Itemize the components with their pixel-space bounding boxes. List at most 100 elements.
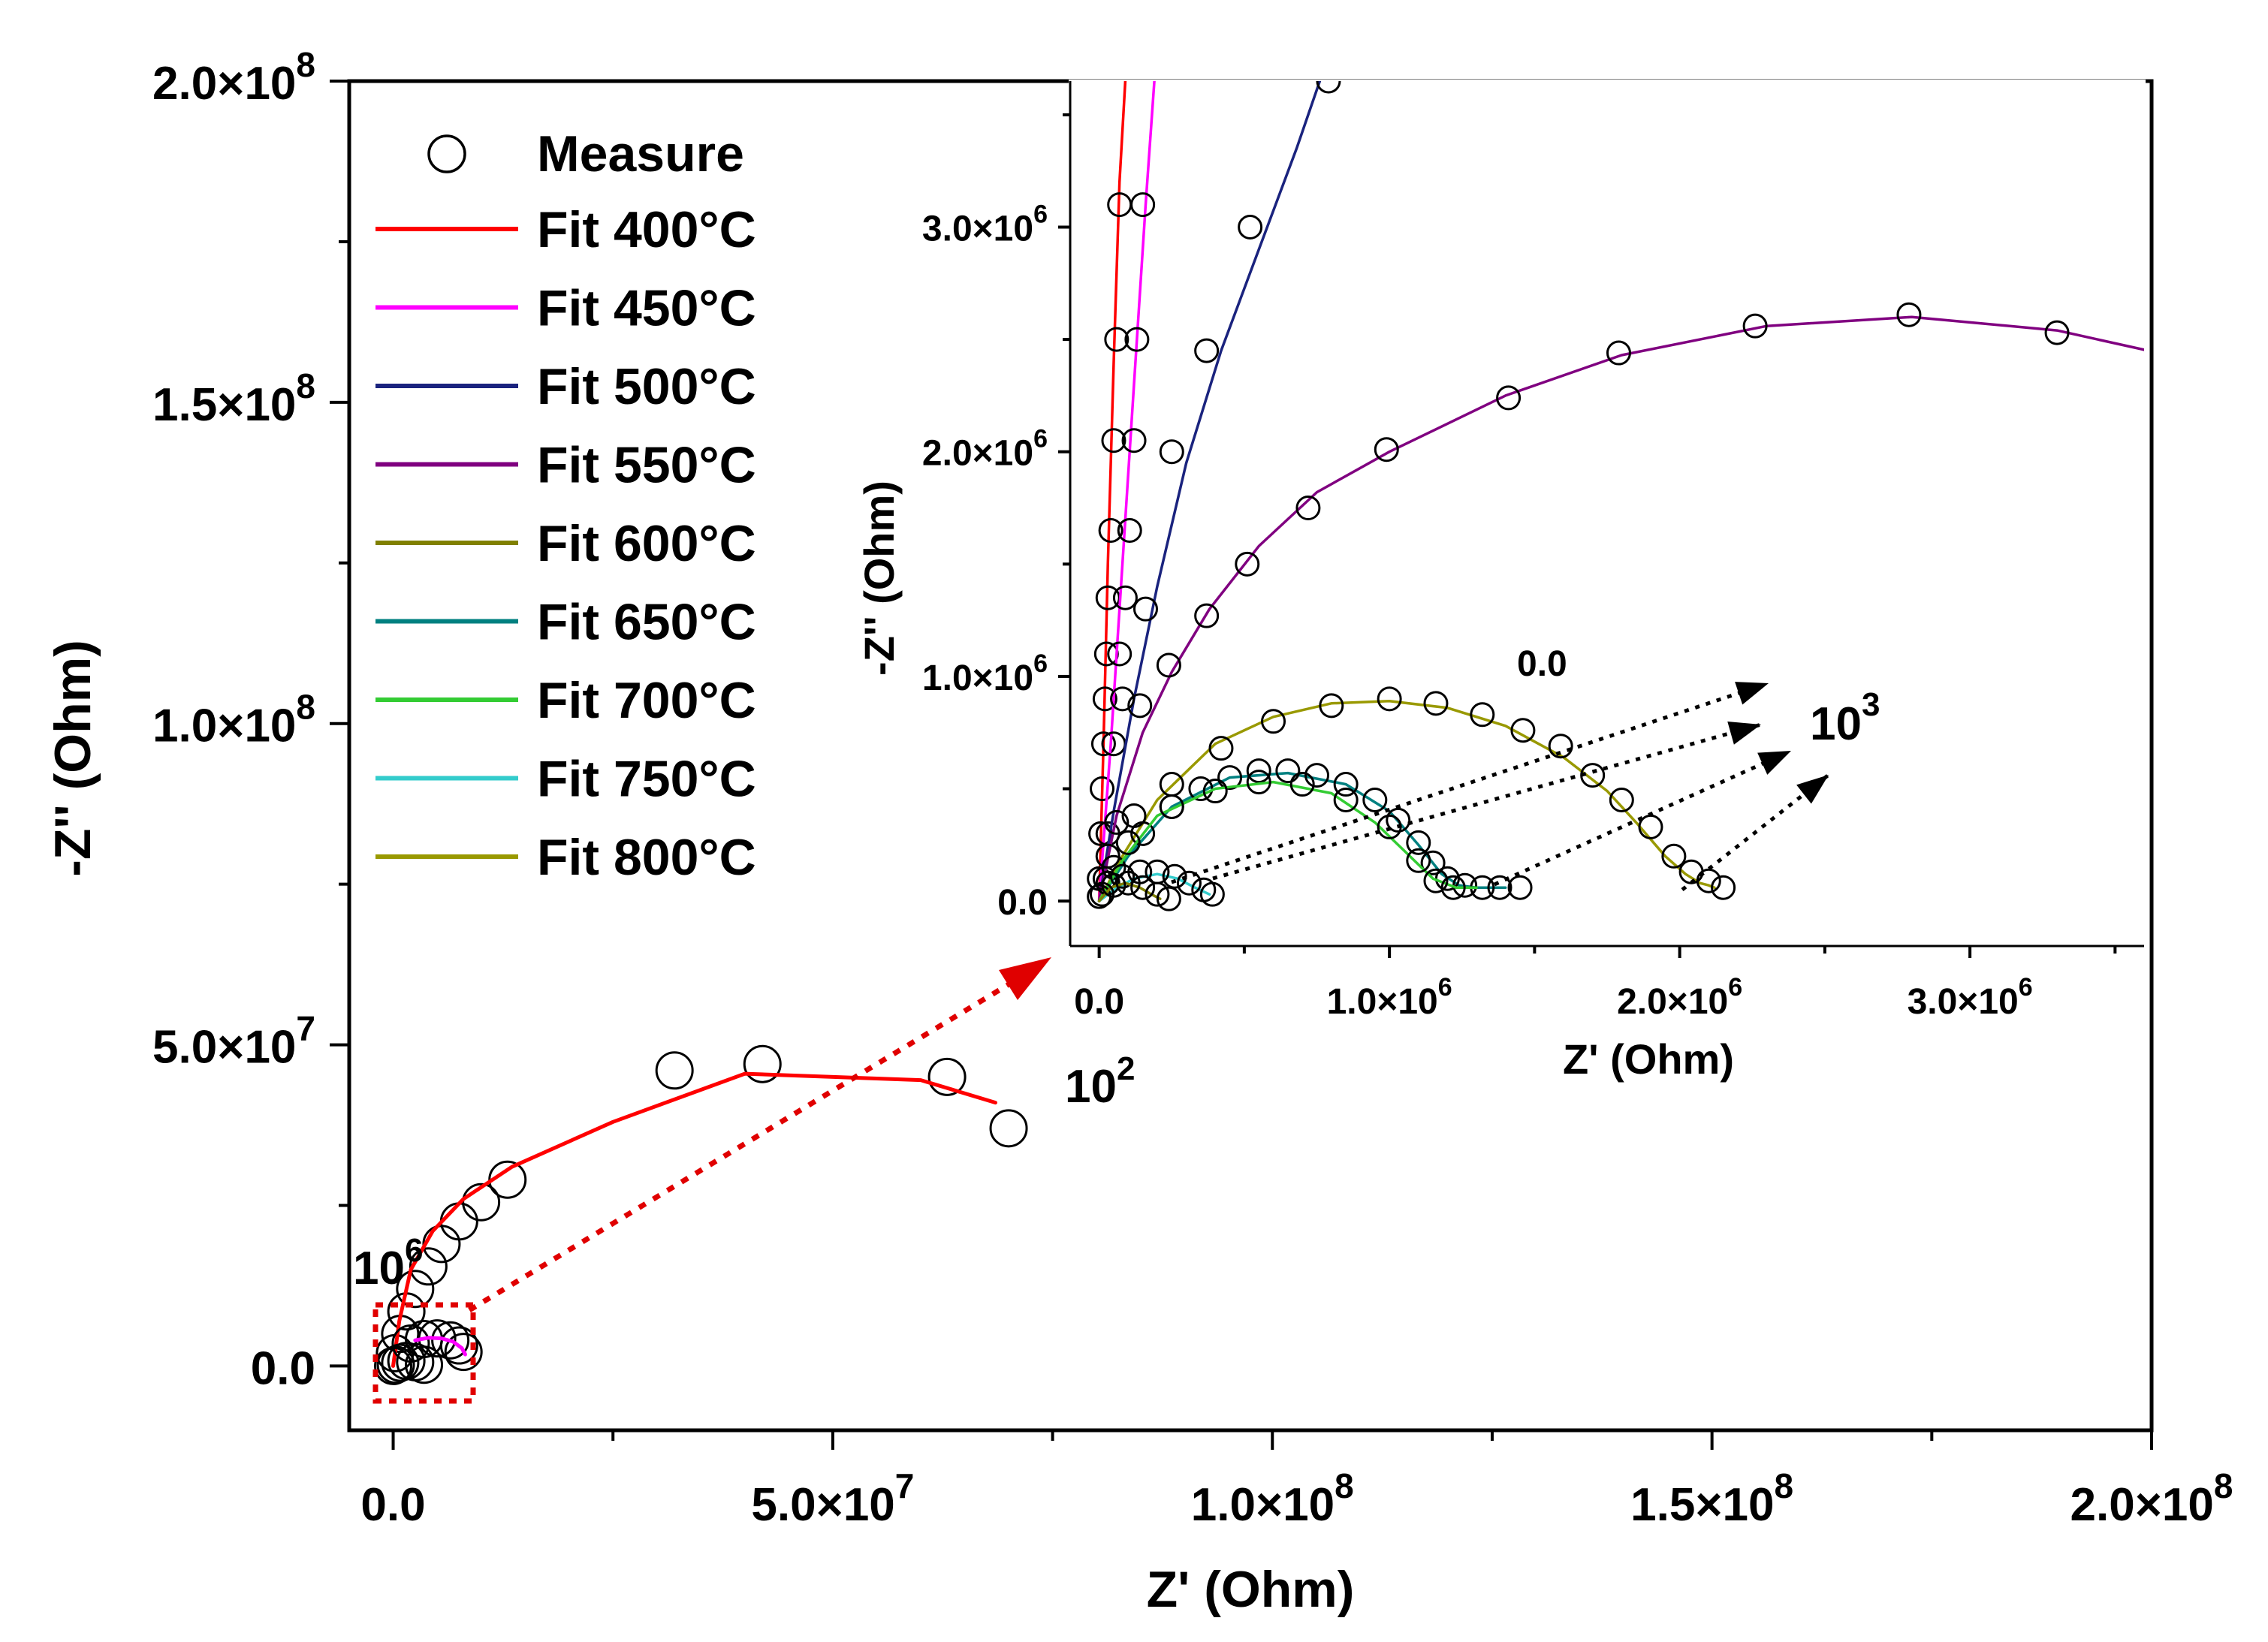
- legend-label: Fit 600°C: [537, 515, 756, 572]
- y-tick-label: 0.0: [251, 1342, 315, 1394]
- legend-label: Fit 550°C: [537, 437, 756, 494]
- data-point: [1132, 596, 1158, 622]
- y-tick-label-mantissa: 0.0: [251, 1342, 315, 1394]
- data-point: [1130, 821, 1156, 846]
- data-point: [1606, 340, 1631, 366]
- data-point: [1104, 809, 1129, 835]
- inset-y-tick-label-mantissa: 0.0: [997, 883, 1048, 923]
- freq-label-1e3-base: 10: [1810, 698, 1862, 750]
- data-point: [1423, 868, 1449, 893]
- freq-arrow-head: [1727, 721, 1761, 745]
- data-point: [1110, 686, 1136, 712]
- data-point: [1090, 776, 1115, 802]
- data-point: [2044, 320, 2070, 345]
- inset-x-axis-label: Z' (Ohm): [1563, 1035, 1734, 1083]
- y-tick-label-exponent: 7: [296, 1009, 315, 1048]
- y-axis-label: -Z'' (Ohm): [44, 640, 101, 877]
- series-measure-500-c: [1110, 81, 1341, 712]
- x-axis-label: Z' (Ohm): [1147, 1561, 1355, 1618]
- inset-y-tick-label: 3.0×106: [922, 200, 1048, 249]
- data-point: [1115, 870, 1141, 896]
- inset-x-tick-label: 1.0×106: [1327, 973, 1452, 1022]
- freq-label-1e2: 102: [1065, 1050, 1135, 1113]
- freq-arrow-line: [1681, 773, 1830, 891]
- data-point: [1156, 652, 1181, 678]
- freq-label-1e3: 103: [1810, 686, 1880, 750]
- inset-y-tick-label-mantissa: 3.0×10: [922, 209, 1033, 249]
- fit-line: [1097, 872, 1211, 902]
- x-tick-label: 0.0: [360, 1479, 425, 1531]
- zoom-arrow-line: [468, 981, 1012, 1312]
- data-point: [1275, 758, 1301, 784]
- y-tick-label-exponent: 8: [296, 45, 315, 84]
- legend: Measure Fit 400°C Fit 450°C Fit 500°C Fit 55…: [375, 125, 756, 886]
- data-point: [1261, 709, 1286, 734]
- y-tick-label-mantissa: 2.0×10: [152, 58, 296, 110]
- data-point: [1110, 863, 1136, 889]
- data-point: [1199, 881, 1225, 907]
- data-point: [1130, 192, 1156, 218]
- inset-x-tick-label-exponent: 6: [1728, 973, 1742, 1002]
- freq-arrow-line: [1493, 749, 1793, 887]
- fit-line: [1097, 780, 1478, 902]
- data-point: [462, 1183, 501, 1222]
- data-point: [1580, 763, 1606, 788]
- data-point: [1090, 731, 1116, 757]
- fit-line: [1097, 315, 2144, 902]
- y-tick-label: 1.0×108: [152, 688, 315, 752]
- legend-label: Fit 750°C: [537, 751, 756, 808]
- fit-line: [1097, 81, 1156, 902]
- inset-y-tick-label-exponent: 6: [1033, 425, 1048, 453]
- x-tick-label: 5.0×107: [751, 1466, 914, 1531]
- data-point: [1104, 327, 1129, 352]
- data-point: [1095, 843, 1120, 869]
- x-tick-label-mantissa: 0.0: [360, 1479, 425, 1531]
- inset-x-tick-label: 3.0×106: [1908, 973, 2033, 1022]
- data-point: [1194, 338, 1220, 363]
- inset-plot: 0.0 1.0×106 2.0×106 3.0×1060.01.0×1062.0×10…: [855, 80, 2146, 1083]
- data-point: [1487, 875, 1513, 900]
- freq-label-1e3-exponent: 3: [1862, 686, 1880, 723]
- data-point: [743, 1044, 782, 1083]
- data-point: [1406, 848, 1431, 873]
- data-point: [1696, 868, 1721, 893]
- legend-label: Fit 450°C: [537, 280, 756, 337]
- series-measure-600-c: [1090, 870, 1181, 911]
- y-tick-label-exponent: 8: [296, 688, 315, 727]
- inset-y-tick-label: 1.0×106: [922, 649, 1048, 698]
- x-tick-label: 1.0×108: [1191, 1466, 1354, 1531]
- data-point: [1316, 81, 1341, 94]
- zoom-region-box: [372, 1302, 476, 1404]
- series-fit-400-c: [391, 1071, 997, 1368]
- main-plot: 0.0 5.0×107 1.0×108 1.5×108 2.0×1080.05.0×10…: [44, 45, 2233, 1618]
- data-point: [1377, 686, 1402, 712]
- inset-y-tick-label-exponent: 6: [1033, 200, 1048, 228]
- data-point: [1711, 875, 1736, 900]
- inset-background: [1069, 80, 2146, 948]
- data-point: [1156, 886, 1181, 911]
- inset-y-tick-label: 0.0: [997, 883, 1048, 923]
- data-point: [1101, 872, 1126, 898]
- fit-line: [1097, 700, 1716, 902]
- data-point: [1188, 776, 1214, 802]
- data-point: [1208, 736, 1234, 761]
- freq-label-1e2-base: 10: [1065, 1061, 1117, 1113]
- data-point: [1176, 870, 1202, 896]
- y-tick-label-mantissa: 1.0×10: [152, 700, 296, 752]
- series-fit-400-c: [1097, 81, 1127, 902]
- series-measure-low-impedance: [374, 1342, 444, 1385]
- data-point: [405, 1345, 444, 1384]
- series-fit-450-c: [1097, 81, 1156, 902]
- data-point: [1098, 517, 1123, 543]
- freq-arrow-head: [1796, 775, 1829, 804]
- data-point: [396, 1270, 435, 1309]
- data-point: [1496, 385, 1522, 411]
- x-tick-label-exponent: 8: [1775, 1466, 1794, 1505]
- data-point: [1507, 875, 1533, 900]
- inset-y-tick-label: 2.0×106: [922, 425, 1048, 474]
- legend-label: Fit 700°C: [537, 672, 756, 729]
- freq-arrow-head: [1757, 751, 1791, 775]
- series-measure-400-c: [375, 1044, 1028, 1372]
- x-tick-label-mantissa: 1.0×10: [1191, 1479, 1335, 1531]
- data-point: [1159, 794, 1184, 819]
